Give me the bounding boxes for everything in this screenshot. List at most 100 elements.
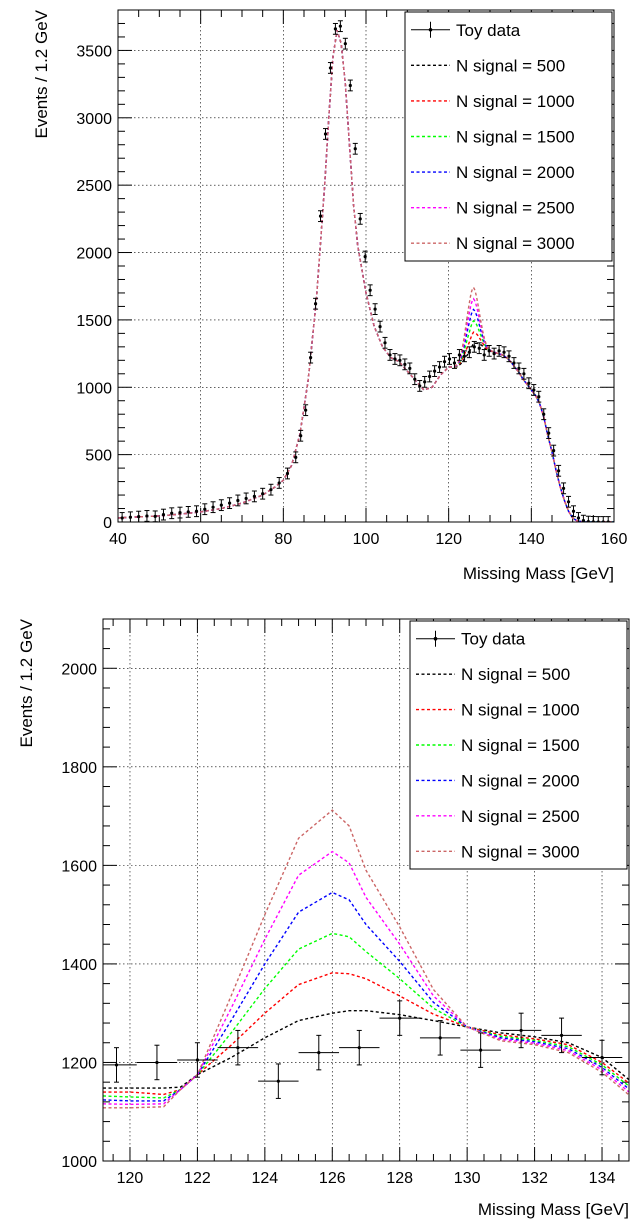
top-frame [117, 9, 615, 523]
bottom-data-point [600, 1055, 604, 1060]
bottom-legend-entry-3: N signal = 1500 [461, 736, 580, 755]
bottom-data-point [114, 1063, 119, 1067]
top-legend-entry-1: N signal = 500 [456, 56, 565, 75]
chart-top: 40 60 80 100 120 140 160 0 500 1000 1500 2000 2500 30… [32, 9, 627, 583]
top-data-point [452, 361, 457, 365]
top-data-point [323, 132, 328, 136]
bottom-legend: Toy data N signal = 500 N signal = 1000 N s… [409, 620, 628, 870]
top-data-point [537, 395, 541, 399]
bottom-data-point [398, 1016, 402, 1020]
top-data-point [581, 519, 586, 522]
top-data-point [571, 509, 576, 513]
bottom-legend-entry-5: N signal = 2500 [461, 807, 580, 826]
top-data-point [457, 353, 462, 357]
top-data-point [552, 448, 556, 453]
top-data-point [211, 505, 215, 509]
top-data-point [363, 254, 367, 259]
bottom-y-axis-label: Events / 1.2 GeV [17, 618, 36, 747]
bottom-legend-entry-6: N signal = 3000 [461, 842, 580, 861]
top-data-point [586, 519, 590, 522]
top-data-point [477, 346, 481, 350]
bottom-xtick-label: 134 [589, 1170, 616, 1187]
bottom-xtick-label: 126 [319, 1170, 346, 1187]
top-data-point [557, 469, 561, 473]
top-legend-entry-5: N signal = 2500 [456, 199, 575, 218]
top-data-point [203, 507, 207, 511]
top-data-point [576, 516, 581, 520]
bottom-ytick-label: 1000 [61, 1154, 97, 1171]
top-data-point [383, 341, 387, 345]
top-data-point [373, 307, 377, 311]
bottom-frame [102, 618, 630, 1162]
bottom-ytick-label: 2000 [61, 661, 97, 678]
top-data-point [333, 27, 338, 31]
top-data-point [482, 353, 486, 357]
top-xtick-label: 80 [274, 531, 292, 548]
bottom-xtick-label: 120 [117, 1170, 144, 1187]
top-data-point [487, 349, 491, 353]
top-data-point [447, 357, 452, 361]
top-xtick-label: 100 [353, 531, 380, 548]
bottom-data-point [479, 1048, 483, 1052]
top-data-point [153, 514, 157, 518]
bottom-legend-entry-4: N signal = 2000 [461, 771, 580, 790]
top-data-point [433, 369, 437, 373]
top-data-point [277, 481, 281, 485]
top-data-point [219, 503, 223, 507]
top-data-point [228, 501, 232, 505]
top-data-point [542, 412, 546, 416]
top-data-point [161, 512, 166, 517]
bottom-data-point [438, 1036, 442, 1040]
top-data-point [492, 351, 496, 356]
top-data-point [368, 288, 372, 292]
top-data-point [532, 388, 536, 392]
top-data-point [472, 345, 476, 349]
top-ytick-label: 3000 [76, 111, 112, 128]
top-data-point [261, 492, 265, 496]
bottom-marks [103, 809, 629, 1109]
top-data-point [566, 500, 571, 504]
top-data-point [194, 509, 199, 513]
top-data-point [338, 24, 342, 28]
bottom-series-line-3 [103, 891, 629, 1102]
top-data-point [304, 408, 308, 412]
top-data-point [388, 353, 392, 357]
top-series-line-5 [118, 30, 614, 522]
top-ytick-label: 500 [85, 448, 112, 465]
bottom-legend-entry-1: N signal = 500 [461, 665, 570, 684]
top-data-point [378, 325, 382, 329]
bottom-series-line-0 [103, 1010, 629, 1089]
bottom-data-point [236, 1046, 240, 1050]
top-legend-entry-2: N signal = 1000 [456, 92, 575, 111]
bottom-xtick-label: 122 [184, 1170, 211, 1187]
top-data-point [428, 374, 432, 379]
top-data-point [502, 350, 506, 354]
top-data-point [137, 515, 141, 519]
top-data-point [299, 434, 303, 438]
top-data-point [236, 498, 240, 503]
top-data-point [309, 356, 313, 360]
top-data-point [252, 494, 256, 498]
top-data-point [294, 455, 298, 459]
top-data-point [145, 514, 149, 518]
top-data-point [353, 147, 357, 151]
top-xtick-label: 120 [435, 531, 462, 548]
bottom-data-point [195, 1058, 200, 1062]
top-data-point [467, 350, 471, 354]
bottom-ytick-label: 1400 [61, 957, 97, 974]
top-data-point [497, 349, 501, 353]
top-data-point [120, 516, 124, 520]
bottom-data-point [155, 1060, 159, 1065]
bottom-ytick-label: 1600 [61, 858, 97, 875]
top-xtick-label: 40 [109, 531, 127, 548]
top-data-point [186, 510, 190, 514]
top-data-point [507, 354, 511, 358]
top-data-point [408, 366, 412, 370]
top-ytick-label: 3500 [76, 43, 112, 60]
top-data-point [285, 471, 290, 476]
bottom-data-point [519, 1028, 523, 1033]
top-data-point [423, 380, 427, 384]
bottom-ytick-label: 1200 [61, 1055, 97, 1072]
top-data-point [358, 217, 362, 221]
